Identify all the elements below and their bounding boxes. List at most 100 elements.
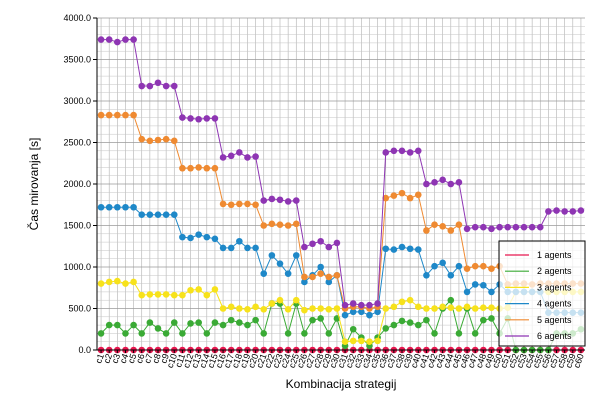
data-point (211, 319, 219, 326)
data-point (309, 240, 316, 248)
data-point (97, 111, 105, 119)
data-point (219, 154, 227, 161)
data-point (488, 315, 495, 322)
data-point (406, 194, 414, 202)
data-point (179, 114, 186, 121)
data-point (512, 223, 520, 231)
data-point (195, 115, 202, 123)
x-tick-label: c45 (449, 352, 463, 369)
data-point (349, 325, 357, 333)
data-point (268, 300, 276, 307)
data-point (398, 298, 406, 306)
x-axis-title: Kombinacija strategij (286, 377, 397, 391)
data-point (203, 164, 211, 172)
data-point (398, 147, 406, 155)
x-tick-label: c17 (222, 352, 236, 369)
x-tick-label: c42 (425, 352, 439, 369)
data-point (114, 38, 121, 46)
data-point (431, 330, 438, 337)
data-point (414, 246, 422, 253)
data-point (114, 203, 121, 211)
data-point (236, 149, 243, 156)
x-tick-label: c50 (490, 352, 504, 369)
data-point (504, 223, 512, 231)
data-point (333, 272, 341, 279)
x-tick-label: c2 (101, 352, 114, 364)
data-point (463, 265, 471, 272)
x-tick-label: c35 (368, 352, 382, 369)
data-point (276, 196, 284, 204)
data-point (203, 233, 211, 241)
y-tick-label: 1500.0 (63, 221, 91, 231)
data-point (227, 201, 235, 209)
data-point (439, 303, 446, 311)
data-point (179, 233, 186, 241)
data-point (236, 305, 243, 312)
x-tick-label: c41 (417, 352, 431, 369)
x-tick-label: c12 (181, 352, 195, 369)
data-point (284, 270, 292, 277)
data-point (480, 316, 487, 324)
data-point (301, 306, 308, 314)
data-point (309, 273, 316, 281)
data-point (349, 300, 357, 307)
data-point (406, 149, 414, 156)
x-tick-label: c5 (126, 352, 139, 364)
data-point (219, 244, 227, 252)
data-point (244, 200, 251, 208)
x-tick-label: c53 (515, 352, 529, 369)
data-point (439, 223, 446, 230)
data-point (423, 316, 430, 324)
x-tick-label: c24 (279, 352, 293, 369)
x-tick-label: c43 (433, 352, 447, 369)
data-point (561, 208, 568, 215)
data-point (455, 262, 463, 270)
x-tick-label: c25 (287, 352, 301, 369)
legend-item: 2 agents (505, 266, 572, 276)
y-tick-label: 2000.0 (63, 179, 91, 189)
series-1 (97, 346, 585, 354)
data-point (439, 176, 446, 184)
data-point (317, 305, 324, 312)
legend-label: 3 agents (537, 282, 572, 292)
data-point (187, 320, 194, 327)
data-point (390, 192, 398, 199)
x-tick-label: c6 (134, 352, 147, 364)
data-point (480, 223, 487, 231)
data-point (203, 330, 211, 337)
data-point (366, 301, 373, 309)
data-point (292, 296, 300, 304)
data-point (447, 180, 455, 188)
data-point (366, 338, 373, 346)
data-point (130, 203, 137, 211)
data-point (545, 208, 552, 215)
x-tick-label: c14 (197, 352, 211, 369)
data-point (284, 222, 292, 229)
data-point (260, 197, 268, 204)
x-tick-label: c10 (165, 352, 179, 369)
data-point (471, 305, 479, 312)
data-point (268, 252, 276, 259)
data-point (292, 197, 300, 204)
x-tick-label: c36 (376, 352, 390, 369)
x-tick-label: c3 (110, 352, 123, 364)
data-point (179, 291, 186, 299)
data-point (423, 227, 430, 234)
x-tick-label: c29 (319, 352, 333, 369)
data-point (325, 306, 333, 313)
data-point (431, 305, 438, 312)
data-point (187, 234, 194, 242)
data-point (211, 164, 219, 172)
data-point (211, 286, 219, 293)
x-tick-label: c28 (311, 352, 325, 369)
x-tick-label: c37 (384, 352, 398, 369)
data-point (496, 223, 503, 231)
data-point (317, 270, 324, 277)
data-point (187, 164, 194, 172)
data-point (97, 36, 105, 43)
data-point (211, 235, 219, 243)
data-point (455, 221, 463, 228)
data-point (244, 154, 251, 161)
